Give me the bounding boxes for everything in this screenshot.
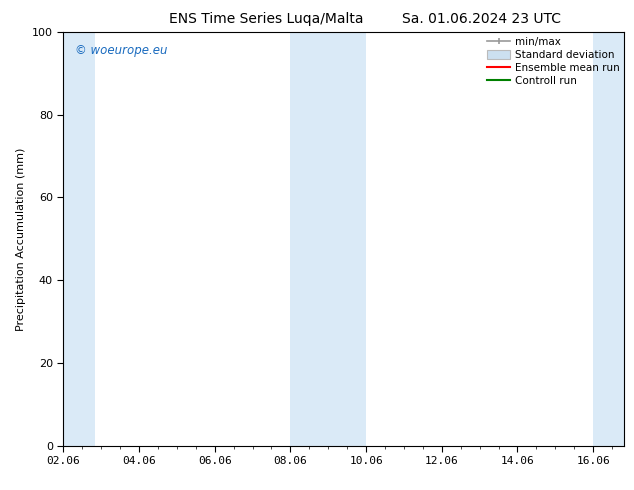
Text: ENS Time Series Luqa/Malta: ENS Time Series Luqa/Malta xyxy=(169,12,363,26)
Bar xyxy=(290,32,366,446)
Bar xyxy=(63,32,95,446)
Bar xyxy=(593,32,624,446)
Text: © woeurope.eu: © woeurope.eu xyxy=(75,44,167,57)
Y-axis label: Precipitation Accumulation (mm): Precipitation Accumulation (mm) xyxy=(16,147,27,331)
Text: Sa. 01.06.2024 23 UTC: Sa. 01.06.2024 23 UTC xyxy=(403,12,561,26)
Legend: min/max, Standard deviation, Ensemble mean run, Controll run: min/max, Standard deviation, Ensemble me… xyxy=(486,35,621,88)
